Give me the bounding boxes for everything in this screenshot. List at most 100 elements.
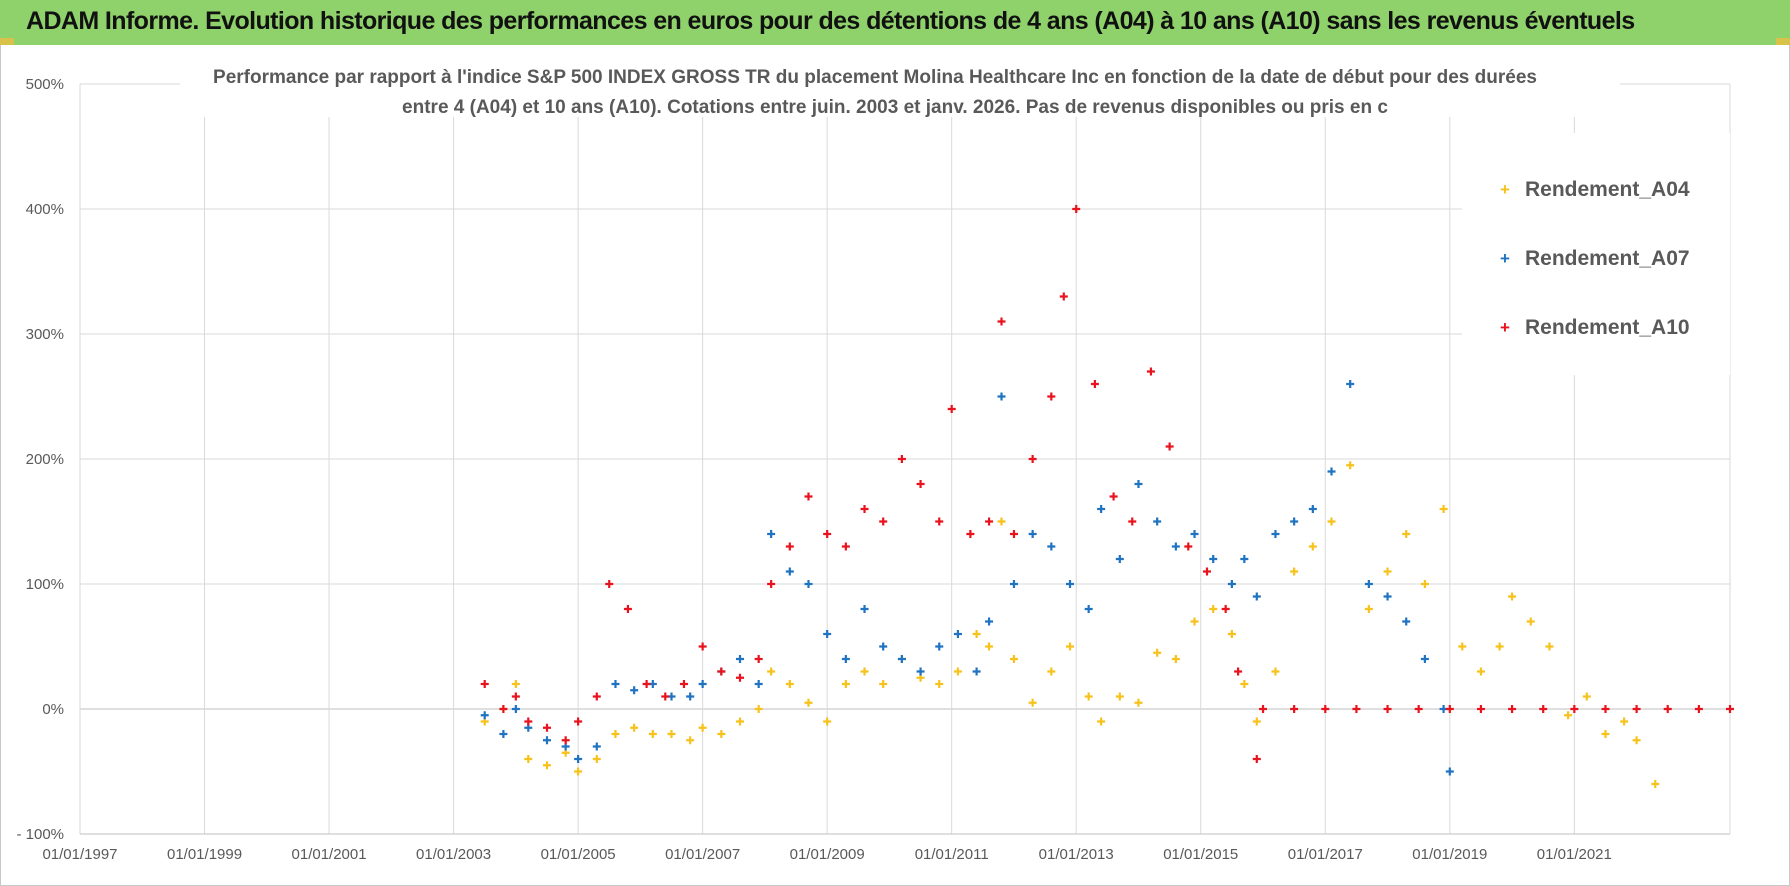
data-point-a07 — [1009, 580, 1018, 588]
data-point-a04 — [754, 705, 763, 713]
data-point-a07 — [754, 680, 763, 688]
data-point-a07 — [985, 617, 994, 626]
data-point-a04 — [574, 767, 583, 776]
data-point-a07 — [698, 680, 707, 688]
x-tick-label: 01/01/2001 — [292, 846, 367, 863]
data-point-a04 — [860, 667, 869, 676]
data-point-a07 — [953, 630, 962, 638]
data-point-a07 — [1028, 530, 1037, 538]
data-point-a04 — [1171, 655, 1180, 663]
data-point-a04 — [841, 680, 850, 688]
data-point-a04 — [1009, 655, 1018, 663]
data-point-a07 — [1240, 555, 1249, 563]
x-tick-label: 01/01/2007 — [665, 846, 740, 863]
data-point-a04 — [1582, 692, 1591, 701]
data-point-a04 — [1153, 648, 1162, 657]
data-point-a07 — [997, 392, 1006, 401]
x-tick-label: 01/01/1997 — [42, 846, 117, 863]
data-point-a10 — [767, 580, 776, 588]
data-point-a04 — [1601, 730, 1610, 738]
data-point-a07 — [1153, 517, 1162, 526]
banner-corner-left — [0, 38, 14, 45]
data-point-a07 — [1097, 505, 1106, 513]
data-point-a10 — [1252, 755, 1261, 763]
data-point-a04 — [524, 755, 533, 763]
data-point-a07 — [1420, 655, 1429, 663]
chart-title-line-2: entre 4 (A04) et 10 ans (A10). Cotations… — [402, 97, 1388, 118]
data-point-a04 — [1327, 517, 1336, 526]
data-point-a04 — [1190, 617, 1199, 626]
data-point-a07 — [1047, 542, 1056, 551]
x-tick-label: 01/01/2013 — [1039, 846, 1114, 863]
data-point-a07 — [1402, 617, 1411, 626]
data-point-a07 — [1346, 380, 1355, 388]
data-point-a07 — [1066, 580, 1074, 588]
data-point-a04 — [1290, 567, 1299, 576]
data-point-a07 — [592, 742, 601, 751]
data-point-a10 — [592, 692, 601, 701]
data-point-a07 — [1308, 505, 1317, 513]
data-point-a07 — [860, 605, 869, 613]
data-point-a10 — [916, 480, 925, 488]
data-point-a10 — [511, 692, 520, 701]
data-point-a07 — [686, 692, 695, 701]
data-point-a04 — [1097, 717, 1106, 726]
data-point-a10 — [1726, 705, 1734, 713]
legend-label-a07: Rendement_A07 — [1525, 247, 1690, 270]
data-point-a07 — [972, 667, 981, 676]
data-point-a10 — [1259, 705, 1268, 713]
data-point-a10 — [661, 692, 670, 701]
data-point-a10 — [1202, 567, 1211, 576]
data-point-a04 — [767, 667, 776, 676]
data-point-a10 — [754, 655, 763, 663]
data-point-a04 — [1632, 736, 1641, 745]
data-point-a10 — [997, 317, 1006, 326]
data-point-a07 — [574, 755, 583, 763]
data-point-a04 — [717, 730, 726, 738]
data-point-a10 — [879, 517, 888, 526]
data-point-a04 — [511, 680, 520, 688]
data-point-a04 — [1526, 617, 1535, 626]
data-point-a10 — [841, 542, 850, 551]
data-point-a04 — [1402, 530, 1411, 538]
data-point-a10 — [1072, 205, 1081, 213]
data-point-a10 — [1165, 442, 1174, 451]
data-point-a10 — [736, 673, 744, 682]
legend: + Rendement_A04 + Rendement_A07 + Rendem… — [1462, 133, 1730, 375]
data-point-a04 — [592, 755, 601, 763]
data-point-a07 — [1134, 480, 1143, 488]
data-point-a04 — [1495, 642, 1504, 651]
data-point-a10 — [1601, 705, 1610, 713]
data-point-a07 — [879, 642, 888, 651]
data-point-a04 — [1209, 605, 1218, 613]
legend-marker-a10: + — [1500, 318, 1510, 337]
data-point-a04 — [1564, 711, 1573, 720]
data-point-a10 — [1059, 292, 1068, 301]
data-point-a04 — [1047, 667, 1056, 676]
data-point-a07 — [1084, 605, 1093, 613]
data-point-a04 — [648, 730, 657, 738]
title-banner: ADAM Informe. Evolution historique des p… — [0, 0, 1790, 45]
data-point-a07 — [785, 567, 794, 576]
data-point-a04 — [1420, 580, 1429, 588]
data-point-a10 — [1146, 367, 1155, 376]
axes: - 100% 0% 100% 200% 300% 400% 500% 01/01/1997 01… — [16, 76, 1731, 863]
data-point-a04 — [1227, 630, 1236, 638]
x-tick-label: 01/01/2005 — [541, 846, 616, 863]
data-point-a10 — [1539, 705, 1548, 713]
data-point-a04 — [1084, 692, 1093, 701]
data-point-a10 — [480, 680, 489, 688]
data-point-a07 — [841, 655, 850, 663]
data-point-a10 — [698, 642, 707, 651]
x-tick-label: 01/01/2011 — [915, 846, 989, 863]
y-tick-label: 300% — [26, 326, 64, 343]
data-point-a10 — [679, 680, 688, 688]
data-point-a04 — [1028, 698, 1037, 707]
data-point-a04 — [1545, 642, 1554, 651]
y-tick-label: - 100% — [16, 826, 64, 843]
x-tick-label: 01/01/2019 — [1412, 846, 1487, 863]
data-point-a10 — [947, 405, 956, 413]
data-point-a10 — [1383, 705, 1392, 713]
data-point-a10 — [1445, 705, 1454, 713]
data-point-a07 — [736, 655, 744, 663]
